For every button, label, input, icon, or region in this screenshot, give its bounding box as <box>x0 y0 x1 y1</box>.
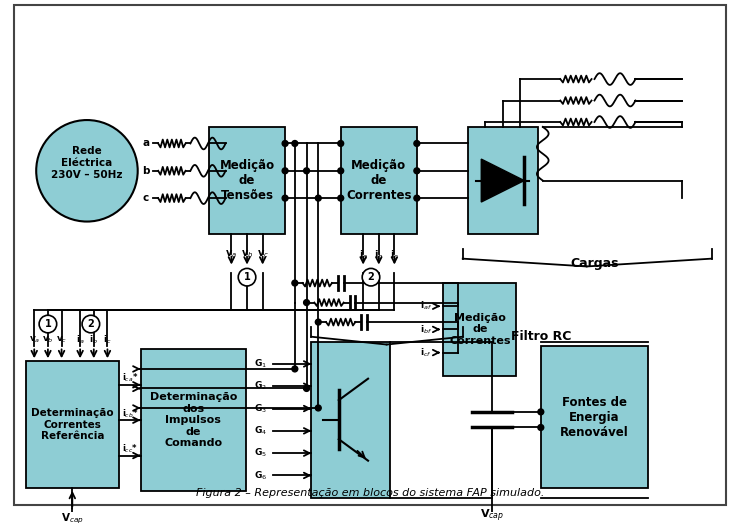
Text: v$_c$: v$_c$ <box>56 334 67 345</box>
Text: Fontes de
Energia
Renovável: Fontes de Energia Renovável <box>560 396 629 439</box>
Polygon shape <box>481 159 524 202</box>
Text: i$_a$: i$_a$ <box>75 333 84 346</box>
Text: c: c <box>143 193 149 203</box>
Circle shape <box>303 168 309 174</box>
Text: i$_c$: i$_c$ <box>390 248 399 261</box>
Text: Medição
de
Correntes: Medição de Correntes <box>346 159 411 202</box>
Circle shape <box>282 141 288 146</box>
Circle shape <box>362 268 380 286</box>
Text: i$_b$: i$_b$ <box>90 333 98 346</box>
Text: V$_{cap}$: V$_{cap}$ <box>61 512 84 525</box>
Text: a: a <box>143 139 149 149</box>
Text: i$_c$: i$_c$ <box>103 333 112 346</box>
Circle shape <box>39 315 57 333</box>
Circle shape <box>414 168 420 174</box>
Circle shape <box>282 195 288 201</box>
Text: v$_a$: v$_a$ <box>226 248 238 260</box>
Circle shape <box>337 141 343 146</box>
Text: v$_b$: v$_b$ <box>42 334 54 345</box>
Text: i$_{bf}$: i$_{bf}$ <box>420 323 431 335</box>
Text: Filtro RC: Filtro RC <box>511 330 571 343</box>
Circle shape <box>315 195 321 201</box>
Text: 2: 2 <box>87 319 94 329</box>
Bar <box>209 127 285 234</box>
Text: Medição
de
Correntes: Medição de Correntes <box>449 313 511 346</box>
Circle shape <box>303 300 309 306</box>
Text: i$_b$: i$_b$ <box>374 248 383 261</box>
Circle shape <box>414 141 420 146</box>
Text: 1: 1 <box>44 319 51 329</box>
Text: v$_b$: v$_b$ <box>240 248 253 260</box>
Text: Determinação
Correntes
Referência: Determinação Correntes Referência <box>32 408 114 441</box>
Text: G$_1$: G$_1$ <box>254 358 267 370</box>
Bar <box>443 283 517 376</box>
Circle shape <box>292 366 297 372</box>
Text: G$_3$: G$_3$ <box>254 402 267 415</box>
Text: Rede
Eléctrica
230V – 50Hz: Rede Eléctrica 230V – 50Hz <box>51 146 123 180</box>
Text: b: b <box>143 166 150 176</box>
Bar <box>312 342 389 498</box>
Text: i$_{af}$: i$_{af}$ <box>420 300 431 312</box>
Text: i$_{ca}$*: i$_{ca}$* <box>122 372 138 384</box>
Bar <box>541 346 648 488</box>
Circle shape <box>337 168 343 174</box>
Text: Figura 2 – Representação em blocos do sistema FAP simulado.: Figura 2 – Representação em blocos do si… <box>196 488 544 498</box>
Circle shape <box>538 409 544 415</box>
Circle shape <box>292 280 297 286</box>
Circle shape <box>414 195 420 201</box>
Text: G$_4$: G$_4$ <box>254 425 267 437</box>
Text: V$_{cap}$: V$_{cap}$ <box>480 507 504 523</box>
Text: G$_5$: G$_5$ <box>254 447 267 459</box>
Circle shape <box>292 141 297 146</box>
Circle shape <box>538 425 544 430</box>
Text: i$_{cc}$*: i$_{cc}$* <box>122 443 138 455</box>
Circle shape <box>282 168 288 174</box>
Circle shape <box>303 385 309 391</box>
Text: Determinação
dos
Impulsos
de
Comando: Determinação dos Impulsos de Comando <box>149 392 237 448</box>
Text: G$_6$: G$_6$ <box>254 469 267 482</box>
Bar <box>141 350 246 491</box>
Text: v$_c$: v$_c$ <box>257 248 269 260</box>
Circle shape <box>315 319 321 325</box>
Bar <box>468 127 538 234</box>
Circle shape <box>82 315 100 333</box>
Circle shape <box>337 195 343 201</box>
Text: i$_{cb}$*: i$_{cb}$* <box>121 407 138 419</box>
Text: v$_a$: v$_a$ <box>29 334 40 345</box>
Circle shape <box>238 268 256 286</box>
Circle shape <box>315 405 321 411</box>
Text: G$_2$: G$_2$ <box>254 380 266 393</box>
Text: i$_{cf}$: i$_{cf}$ <box>420 346 431 359</box>
Text: 2: 2 <box>368 272 374 282</box>
Text: Medição
de
Tensões: Medição de Tensões <box>220 159 275 202</box>
Text: i$_a$: i$_a$ <box>359 248 368 261</box>
Text: Cargas: Cargas <box>571 257 619 270</box>
Bar <box>27 361 119 488</box>
Bar <box>340 127 417 234</box>
Text: 1: 1 <box>243 272 250 282</box>
Circle shape <box>36 120 138 222</box>
